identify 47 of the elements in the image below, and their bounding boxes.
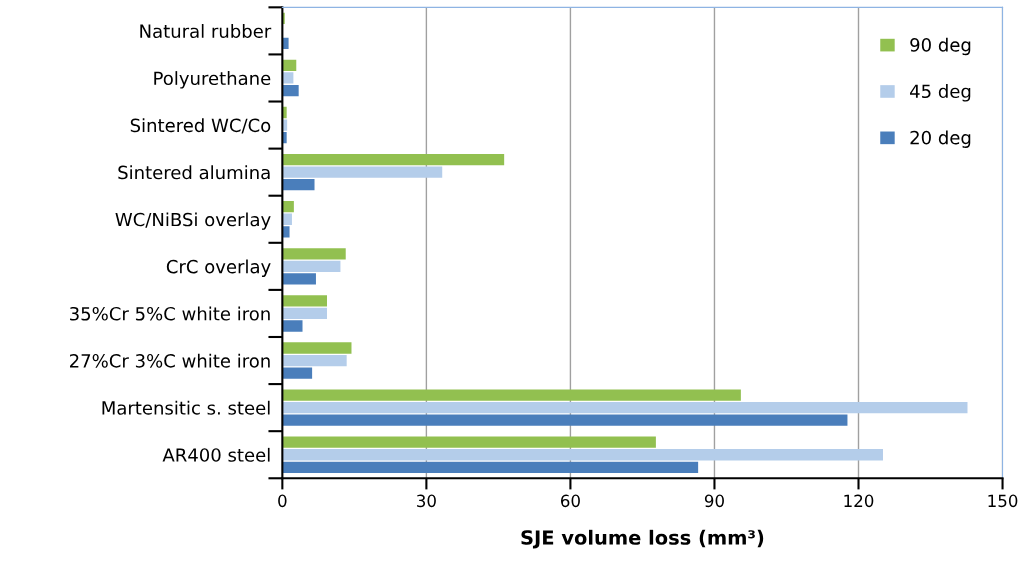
legend-label: 20 deg: [910, 130, 971, 148]
bar: [282, 213, 292, 225]
bar: [282, 153, 505, 166]
x-axis-title: SJE volume loss (mm³): [521, 529, 764, 549]
bar: [282, 436, 656, 448]
bar: [282, 295, 327, 307]
bar: [282, 354, 347, 367]
bar: [282, 37, 289, 50]
x-tick-label: 90: [704, 494, 724, 508]
y-tick-label: Natural rubber: [140, 24, 272, 38]
legend-label: 90 deg: [910, 37, 971, 56]
bar: [282, 201, 294, 213]
x-tick-label: 150: [988, 494, 1018, 508]
bar: [282, 449, 883, 461]
bar: [282, 260, 341, 272]
bar: [282, 414, 848, 426]
x-tick-label: 60: [560, 494, 580, 508]
bar: [282, 389, 741, 401]
bar: [282, 72, 294, 84]
bar: [282, 226, 290, 238]
bar: [282, 106, 287, 119]
legend-label: 45 deg: [910, 84, 971, 102]
y-tick-label: WC/NiBSi overlay: [115, 212, 271, 230]
bar: [282, 273, 316, 285]
bar: [282, 179, 315, 191]
y-tick-label: Martensitic s. steel: [102, 400, 270, 415]
y-tick-label: CrC overlay: [166, 259, 271, 277]
bar: [282, 461, 699, 473]
bar: [282, 84, 299, 97]
y-tick-label: Sintered alumina: [118, 165, 270, 180]
x-tick-label: 30: [417, 494, 436, 508]
y-tick-label: 35%Cr 5%C white iron: [70, 306, 270, 321]
y-tick-label: 27%Cr 3%C white iron: [70, 353, 270, 368]
bar: [282, 59, 297, 72]
bar: [282, 131, 287, 144]
y-tick-label: Polyurethane: [154, 71, 271, 89]
bar: [282, 320, 303, 332]
bar: [282, 401, 968, 414]
bar: [282, 307, 327, 320]
x-tick-label: 0: [278, 494, 287, 508]
bar: [282, 342, 352, 354]
bar: [282, 367, 313, 379]
y-tick-label: AR400 steel: [162, 447, 270, 462]
x-tick-label: 120: [844, 494, 874, 508]
bar: [282, 166, 443, 178]
bar: [282, 248, 346, 260]
y-tick-label: Sintered WC/Co: [130, 118, 271, 134]
